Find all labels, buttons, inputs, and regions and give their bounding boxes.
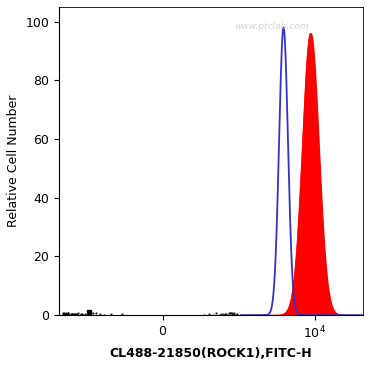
Y-axis label: Relative Cell Number: Relative Cell Number (7, 95, 20, 227)
X-axis label: CL488-21850(ROCK1),FITC-H: CL488-21850(ROCK1),FITC-H (110, 347, 312, 360)
Text: www.ptclab.com: www.ptclab.com (235, 22, 309, 31)
